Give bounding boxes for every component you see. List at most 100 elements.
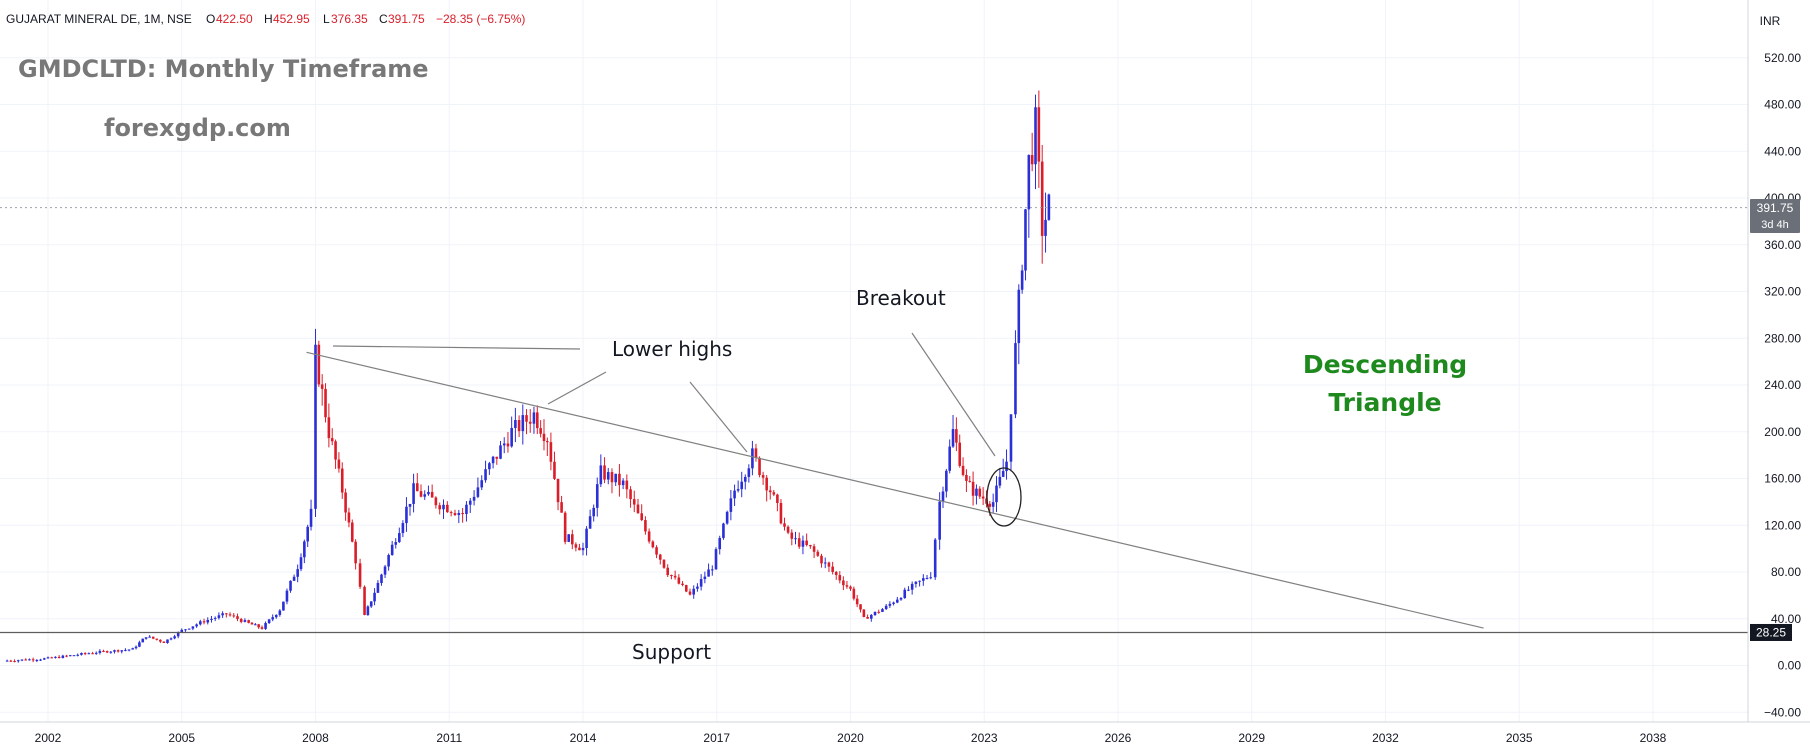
candle-body [599,465,603,485]
candle-countdown: 3d 4h [1761,219,1789,231]
candle-body [419,491,423,497]
candle-body [563,512,567,542]
candle-body [184,629,187,631]
candle-body [985,498,988,504]
candle-body [907,589,910,591]
candle-body [714,549,718,570]
candle-body [971,481,975,496]
candle-body [722,523,725,538]
open-label: O [206,12,215,26]
candle-body [922,578,925,581]
candle-body [918,580,921,582]
candle-body [914,581,918,584]
candle-body [1024,209,1027,271]
support-label: Support [632,640,711,664]
candle-body [141,638,145,643]
y-tick-label: 120.00 [1764,518,1801,532]
descending-trendline[interactable] [306,351,1484,629]
candle-body [453,513,457,516]
time-axis[interactable]: 2002 2005 2008 2011 2014 2017 2020 2023 2026 2029… [35,731,1667,745]
candle-body [457,512,461,516]
candle-body [981,496,985,499]
candle-body [76,654,80,656]
candle-body [278,610,282,615]
candle-body [243,620,247,622]
grid-lines [0,0,1748,722]
price-axis[interactable]: 520.00480.00440.00400.00360.00320.00280.… [1764,51,1801,720]
candle-body [809,544,812,547]
candle-body [334,441,337,460]
candle-body [131,648,135,650]
candle-body [1027,155,1031,210]
candle-body [666,567,670,576]
candle-body [254,624,257,626]
candle-body [236,616,239,619]
candle-body [823,562,827,564]
candle-body [1034,107,1037,165]
candle-body [80,653,83,655]
candle-body [629,489,632,500]
candle-body [786,526,790,533]
candle-body [134,646,138,649]
close-value: 391.75 [388,12,425,26]
candle-body [644,520,647,532]
candle-body [696,586,699,589]
candle-body [267,619,271,624]
candle-body [528,421,532,424]
candle-body [282,601,285,611]
plot-area[interactable] [0,0,1748,722]
candle-body [779,502,783,524]
candle-body [506,443,510,447]
candle-body [340,468,344,493]
y-tick-label: 240.00 [1764,378,1801,392]
candle-body [725,511,729,524]
candle-body [831,566,834,572]
candle-body [271,617,274,620]
candle-body [317,344,321,385]
candle-body [1009,414,1013,462]
candle-body [35,659,39,661]
candle-body [87,653,91,655]
y-tick-label: 0.00 [1778,659,1802,673]
candle-body [20,659,24,661]
candle-body [640,513,643,521]
candle-body [405,506,408,524]
candle-body [692,588,696,595]
candle-body [621,480,625,486]
x-tick-label: 2005 [168,731,195,745]
candle-body [1001,471,1005,477]
candle-body [373,592,376,602]
candle-body [662,559,666,568]
candle-body [995,485,998,503]
candle-body [740,481,744,490]
candle-body [849,586,852,589]
candle-body [743,476,747,482]
candle-body [842,580,845,586]
candle-body [390,544,394,556]
candle-body [148,636,151,638]
candle-body [495,456,499,459]
candle-body [383,566,387,575]
candle-body [707,569,710,577]
x-tick-label: 2035 [1506,731,1533,745]
candle-body [434,497,438,506]
candle-body [42,658,46,660]
candle-body [138,642,141,647]
candle-body [834,571,838,576]
candle-body [472,496,476,501]
candle-body [502,443,506,446]
candle-body [31,659,35,661]
symbol-label: GUJARAT MINERAL DE, 1M, NSE [6,12,192,26]
candle-body [514,420,517,428]
candle-body [636,504,640,514]
candles-layer [5,90,1051,663]
candle-body [978,488,982,497]
candle-body [423,494,427,497]
candle-body [812,546,816,552]
candle-body [491,456,495,464]
x-tick-label: 2029 [1238,731,1265,745]
candle-body [430,491,434,498]
candle-body [1044,219,1047,236]
watermark-site: forexgdp.com [104,114,291,142]
